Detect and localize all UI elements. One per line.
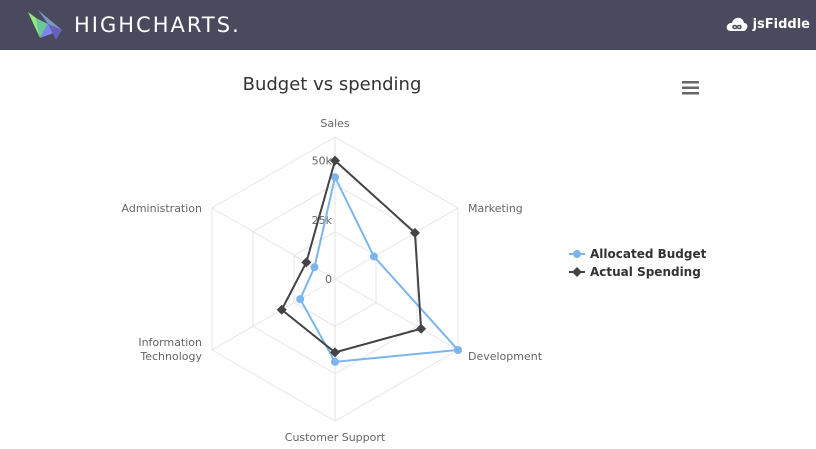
legend: Allocated Budget Actual Spending bbox=[569, 247, 707, 279]
category-label: Development bbox=[468, 350, 543, 363]
category-label: Customer Support bbox=[285, 431, 386, 444]
grid-spoke bbox=[334, 278, 459, 351]
category-label: Sales bbox=[320, 117, 350, 130]
jsfiddle-label: jsFiddle bbox=[752, 16, 810, 32]
category-labels: Sales Marketing Development Customer Suppor… bbox=[122, 117, 543, 444]
data-point[interactable] bbox=[453, 346, 462, 354]
data-point[interactable] bbox=[310, 263, 319, 272]
radial-tick-label: 25k bbox=[312, 214, 333, 227]
data-point[interactable] bbox=[331, 357, 339, 366]
data-point[interactable] bbox=[369, 252, 378, 261]
category-label: Information Technology bbox=[138, 336, 202, 363]
data-point[interactable] bbox=[296, 295, 305, 304]
data-point[interactable] bbox=[330, 347, 340, 358]
legend-label: Actual Spending bbox=[590, 265, 701, 279]
brand-name: HIGHCHARTS. bbox=[74, 13, 241, 37]
data-point[interactable] bbox=[330, 155, 340, 166]
jsfiddle-link[interactable]: jsFiddle bbox=[725, 15, 810, 33]
series-line bbox=[299, 174, 461, 363]
legend-label: Allocated Budget bbox=[590, 247, 707, 261]
legend-marker bbox=[573, 250, 581, 258]
category-label: Administration bbox=[122, 202, 203, 215]
legend-item[interactable]: Allocated Budget bbox=[569, 247, 707, 261]
legend-item[interactable]: Actual Spending bbox=[569, 265, 701, 279]
data-point[interactable] bbox=[416, 323, 427, 334]
radial-tick-label: 0 bbox=[325, 273, 332, 286]
data-point[interactable] bbox=[331, 173, 339, 182]
legend-marker bbox=[572, 267, 582, 277]
cloud-icon bbox=[726, 17, 747, 31]
chart-title: Budget vs spending bbox=[243, 74, 422, 95]
highcharts-logo-icon bbox=[28, 10, 62, 40]
category-label: Marketing bbox=[468, 202, 523, 215]
grid-spoke bbox=[334, 207, 459, 280]
grid-spoke bbox=[211, 278, 336, 351]
series-group bbox=[276, 155, 462, 366]
radial-tick-label: 50k bbox=[312, 155, 333, 168]
chart-menu-button[interactable] bbox=[676, 76, 704, 100]
series-line bbox=[280, 158, 423, 354]
radar-chart: Budget vs spending Sales Marketing Develop… bbox=[122, 74, 707, 444]
hamburger-menu-icon bbox=[682, 81, 699, 95]
brand[interactable]: HIGHCHARTS. bbox=[26, 8, 241, 42]
data-point[interactable] bbox=[276, 304, 287, 315]
chart-container: Budget vs spending Sales Marketing Develop… bbox=[0, 50, 816, 445]
data-point[interactable] bbox=[409, 227, 420, 238]
top-bar: HIGHCHARTS. jsFiddle bbox=[0, 0, 816, 50]
data-point[interactable] bbox=[301, 257, 312, 268]
